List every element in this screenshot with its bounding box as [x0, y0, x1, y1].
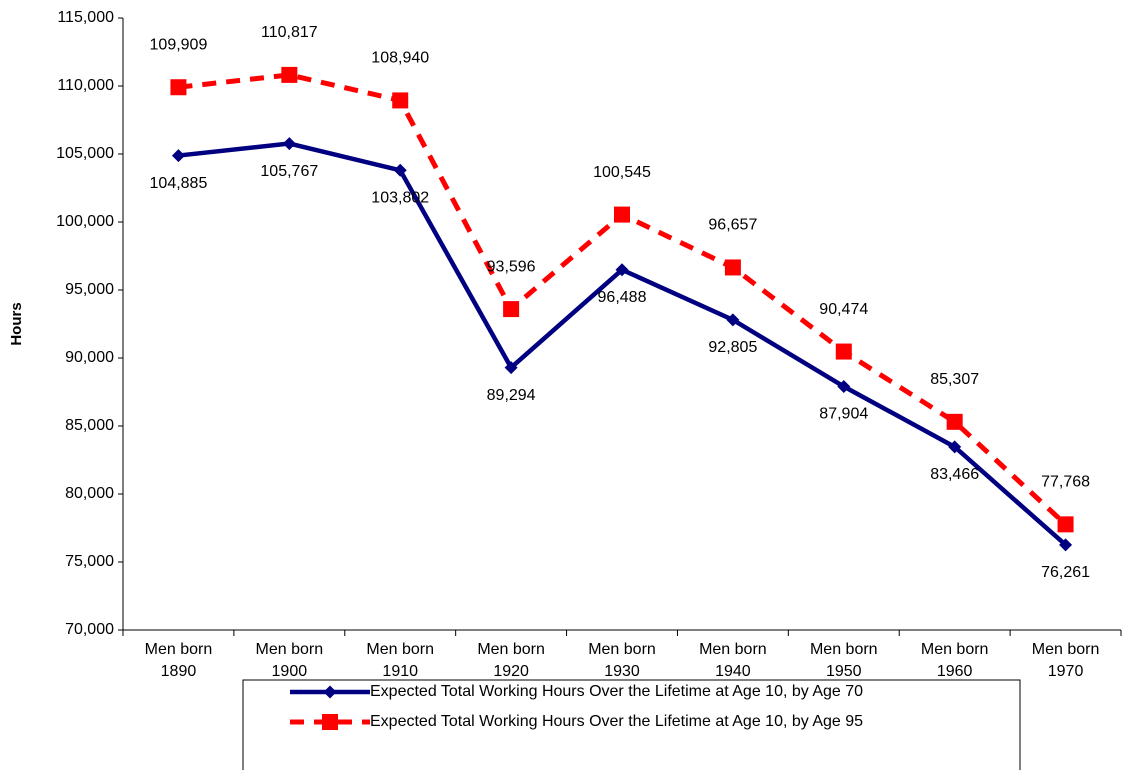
point-marker [392, 92, 409, 109]
data-label: 105,767 [260, 163, 318, 180]
series-line [178, 141, 1068, 547]
data-label: 85,307 [930, 371, 979, 388]
legend-label: Expected Total Working Hours Over the Li… [370, 683, 863, 700]
x-tick-label: Men born 1930 [588, 641, 656, 680]
data-label: 76,261 [1041, 564, 1090, 581]
x-tick-label: Men born 1950 [810, 641, 878, 680]
point-marker [282, 137, 296, 151]
legend-box [242, 679, 1021, 770]
x-tick-label: Men born 1910 [366, 641, 434, 680]
y-tick-label: 80,000 [65, 485, 114, 502]
y-tick-label: 100,000 [56, 213, 114, 230]
x-tick-label: Men born 1890 [145, 641, 213, 680]
y-tick-label: 115,000 [57, 9, 114, 26]
y-tick-label: 85,000 [65, 417, 114, 434]
data-label: 93,596 [487, 258, 536, 275]
data-label: 96,657 [708, 217, 757, 234]
data-label: 90,474 [819, 301, 868, 318]
legend-label: Expected Total Working Hours Over the Li… [370, 713, 863, 730]
data-label: 77,768 [1041, 474, 1090, 491]
legend-marker [323, 685, 337, 699]
y-tick-label: 95,000 [65, 281, 114, 298]
point-marker [504, 361, 518, 375]
x-tick-label: Men born 1920 [477, 641, 545, 680]
data-label: 92,805 [708, 339, 757, 356]
legend-marker [322, 714, 338, 730]
data-label: 108,940 [371, 50, 429, 67]
point-marker [948, 440, 962, 454]
point-marker [615, 263, 629, 277]
data-label: 110,817 [261, 24, 318, 41]
point-marker [1059, 538, 1073, 552]
y-tick-label: 70,000 [65, 621, 114, 638]
x-tick-label: Men born 1970 [1032, 641, 1100, 680]
point-marker [946, 413, 963, 430]
y-axis-label: Hours [8, 302, 25, 345]
point-marker [1057, 516, 1074, 533]
y-tick-label: 75,000 [65, 553, 114, 570]
point-marker [614, 206, 630, 223]
point-marker [837, 380, 851, 394]
data-label: 103,802 [371, 190, 429, 207]
y-tick-label: 110,000 [57, 77, 114, 94]
data-label: 89,294 [487, 387, 536, 404]
x-tick-label: Men born 1940 [699, 641, 767, 680]
point-marker [170, 79, 187, 96]
y-tick-label: 105,000 [56, 145, 114, 162]
point-marker [835, 343, 852, 360]
data-label: 87,904 [819, 406, 868, 423]
data-label: 104,885 [150, 175, 208, 192]
data-label: 96,488 [598, 289, 647, 306]
x-tick-label: Men born 1900 [256, 641, 324, 680]
y-tick-label: 90,000 [65, 349, 114, 366]
point-marker [171, 149, 185, 163]
x-tick-label: Men born 1960 [921, 641, 989, 680]
point-marker [724, 259, 741, 276]
data-label: 83,466 [930, 466, 979, 483]
data-label: 100,545 [593, 164, 651, 181]
data-label: 109,909 [150, 36, 208, 53]
point-marker [393, 163, 407, 177]
point-marker [726, 313, 740, 327]
point-marker [503, 301, 520, 318]
point-marker [281, 66, 298, 83]
